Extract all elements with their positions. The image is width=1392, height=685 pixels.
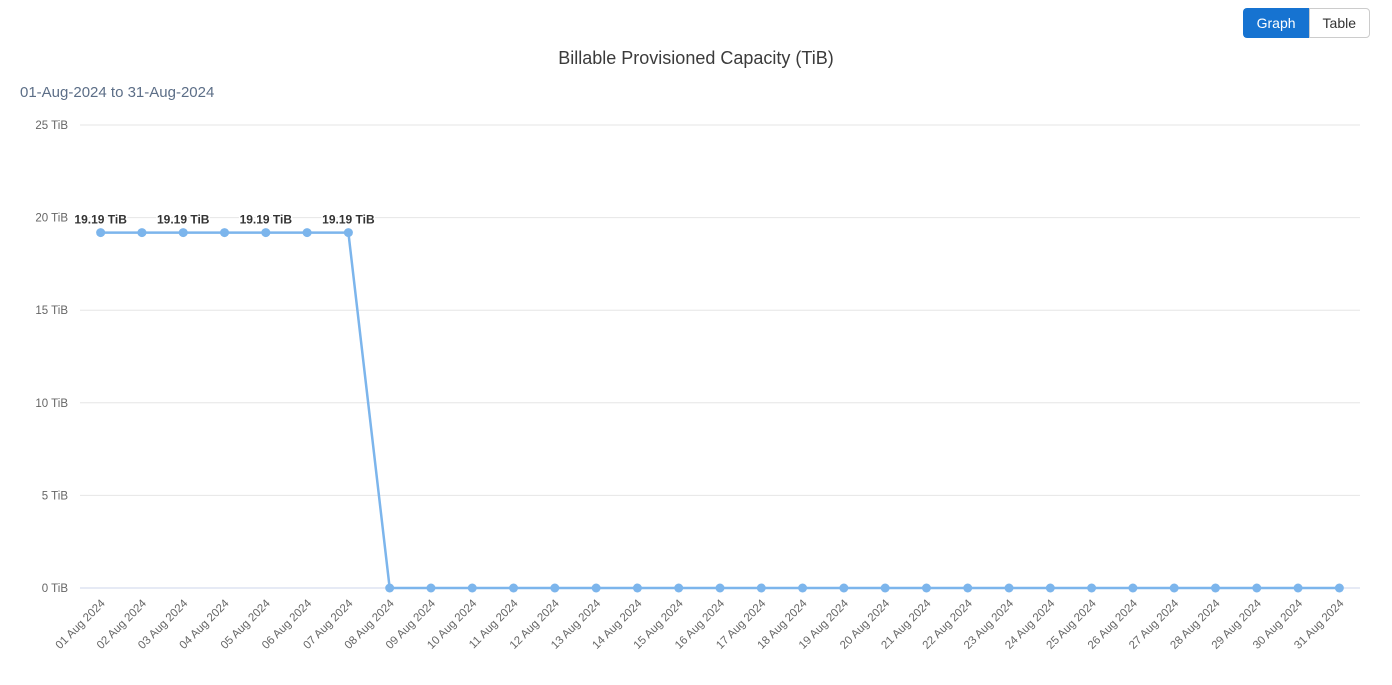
capacity-series-line (99, 231, 1341, 590)
data-point[interactable] (1045, 583, 1055, 593)
data-point[interactable] (1128, 583, 1138, 593)
data-point[interactable] (1334, 583, 1344, 593)
table-view-button[interactable]: Table (1308, 8, 1370, 38)
data-point[interactable] (178, 228, 188, 238)
data-point[interactable] (921, 583, 931, 593)
data-point[interactable] (343, 228, 353, 238)
data-point[interactable] (467, 583, 477, 593)
data-point[interactable] (1004, 583, 1014, 593)
chart-title: Billable Provisioned Capacity (TiB) (558, 48, 834, 68)
data-point[interactable] (550, 583, 560, 593)
data-point[interactable] (1293, 583, 1303, 593)
data-point[interactable] (839, 583, 849, 593)
y-axis-label: 5 TiB (42, 490, 69, 502)
view-toggle-group: Graph Table (1242, 8, 1370, 38)
data-point-label: 19.19 TiB (74, 213, 127, 227)
date-range-subtitle: 01-Aug-2024 to 31-Aug-2024 (20, 84, 215, 101)
data-point[interactable] (715, 583, 725, 593)
data-point[interactable] (1169, 583, 1179, 593)
data-point[interactable] (426, 583, 436, 593)
y-axis-label: 20 TiB (35, 213, 68, 225)
data-point[interactable] (1087, 583, 1097, 593)
data-point[interactable] (220, 228, 230, 238)
y-axis-label: 25 TiB (35, 120, 68, 132)
data-point[interactable] (302, 228, 312, 238)
data-point[interactable] (632, 583, 642, 593)
data-point[interactable] (798, 583, 808, 593)
data-point[interactable] (137, 228, 147, 238)
data-point[interactable] (1252, 583, 1262, 593)
data-point[interactable] (674, 583, 684, 593)
data-point-label: 19.19 TiB (322, 213, 375, 227)
data-point[interactable] (756, 583, 766, 593)
y-axis-label: 15 TiB (35, 305, 68, 317)
data-point[interactable] (385, 583, 395, 593)
data-point-label: 19.19 TiB (240, 213, 293, 227)
data-point[interactable] (509, 583, 519, 593)
data-point[interactable] (1210, 583, 1220, 593)
data-point[interactable] (591, 583, 601, 593)
y-axis-label: 10 TiB (35, 398, 68, 410)
data-point[interactable] (880, 583, 890, 593)
data-point[interactable] (96, 228, 106, 238)
data-point[interactable] (261, 228, 271, 238)
y-axis-label: 0 TiB (42, 583, 69, 595)
graph-view-button[interactable]: Graph (1242, 8, 1309, 38)
data-point-label: 19.19 TiB (157, 213, 210, 227)
data-point[interactable] (963, 583, 973, 593)
